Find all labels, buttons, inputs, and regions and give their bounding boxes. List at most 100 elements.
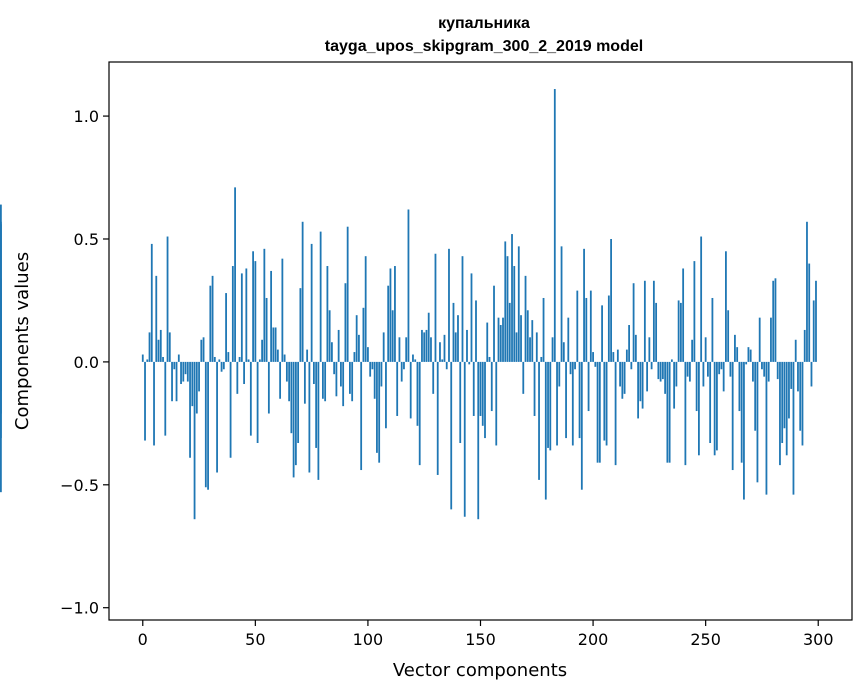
bar-210	[614, 361, 617, 466]
bar-118	[407, 209, 410, 362]
bar-20	[186, 361, 189, 382]
bar-14	[173, 361, 176, 370]
x-tick-label: 250	[690, 630, 721, 649]
bar-266	[740, 361, 743, 463]
bar-293	[801, 361, 804, 446]
bar-65	[288, 361, 291, 402]
bar-117	[405, 337, 408, 362]
y-axis-label: Components values	[12, 252, 33, 430]
bar-26	[200, 339, 203, 362]
y-tick-label: 0.5	[74, 230, 99, 249]
bar-123	[418, 361, 421, 466]
bar-255	[716, 361, 718, 451]
bar-158	[497, 317, 500, 362]
bar-163	[508, 302, 511, 362]
bar-170	[524, 275, 527, 362]
bar-67	[292, 361, 295, 478]
bar-114	[398, 337, 401, 362]
bar-272	[754, 361, 757, 431]
bar-277	[765, 361, 768, 495]
bar-78	[317, 361, 320, 480]
y-tick-label: −0.5	[60, 476, 99, 495]
bar-121	[414, 359, 417, 362]
bar-30	[209, 285, 212, 362]
bar-264	[736, 347, 739, 362]
bar-119	[409, 361, 412, 419]
bar-80	[321, 361, 324, 399]
bar-53	[261, 339, 263, 362]
bar-138	[452, 302, 455, 362]
bar-144	[466, 329, 468, 362]
bar-275	[761, 361, 763, 370]
bar-103	[373, 361, 376, 399]
bar-218	[632, 283, 635, 362]
bar-253	[711, 297, 714, 362]
bar-92	[349, 361, 351, 394]
bar-32	[213, 356, 216, 362]
bar-233	[666, 361, 669, 463]
bar-102	[371, 361, 374, 370]
bar-135	[445, 361, 448, 370]
bar-243	[688, 361, 691, 382]
bar-134	[443, 334, 446, 362]
bar-101	[369, 361, 372, 377]
bar-278	[767, 361, 770, 382]
bar-43	[238, 356, 241, 362]
bar-139	[454, 332, 457, 362]
bar-232	[664, 361, 667, 394]
x-tick-label: 150	[465, 630, 496, 649]
bar-260	[727, 310, 730, 362]
bar-180	[547, 361, 549, 448]
bar-257	[720, 361, 723, 370]
bar-179	[544, 361, 547, 500]
bar-73	[306, 349, 309, 362]
bar-24	[195, 361, 198, 414]
bar-168	[520, 315, 522, 362]
bar-274	[758, 317, 761, 362]
bar-250	[704, 337, 707, 362]
bar-147	[472, 361, 475, 416]
bar-276	[763, 361, 766, 377]
bar-86	[335, 361, 338, 397]
bar-54	[263, 248, 266, 362]
bar-216	[628, 325, 630, 362]
bar-132	[439, 342, 441, 362]
x-tick-label: 300	[803, 630, 834, 649]
bar-201	[594, 361, 597, 367]
bar-85	[333, 361, 336, 375]
bar-263	[734, 334, 736, 362]
bar-215	[625, 349, 628, 362]
bar-74	[308, 361, 311, 473]
bar-125	[423, 332, 426, 362]
bar-269	[747, 347, 750, 362]
bar-50	[254, 261, 257, 362]
bar-142	[461, 256, 464, 362]
bar-100	[367, 347, 369, 362]
bar-298	[812, 300, 815, 362]
bar-299	[815, 280, 817, 362]
bar-141	[459, 361, 462, 444]
bar-265	[738, 361, 741, 412]
bar-288	[790, 361, 793, 389]
bar-84	[331, 342, 333, 362]
bar-287	[788, 361, 790, 419]
bar-88	[340, 361, 342, 387]
bar-62	[281, 258, 284, 362]
bar-227	[652, 280, 655, 362]
bar-190	[569, 361, 572, 375]
bar-166	[515, 332, 518, 362]
bar-241	[684, 361, 687, 466]
bar-45	[243, 361, 245, 385]
bar-38	[227, 352, 230, 362]
bar-173	[531, 320, 534, 362]
bar-90	[344, 283, 347, 362]
bar-286	[785, 361, 788, 456]
bar-113	[396, 361, 399, 416]
bar-79	[319, 231, 322, 362]
bar-34	[218, 359, 221, 362]
bar-109	[387, 285, 390, 362]
bar-82	[326, 266, 329, 362]
bar-49	[252, 251, 254, 362]
bar-175	[535, 332, 538, 362]
bar-52	[258, 359, 261, 362]
